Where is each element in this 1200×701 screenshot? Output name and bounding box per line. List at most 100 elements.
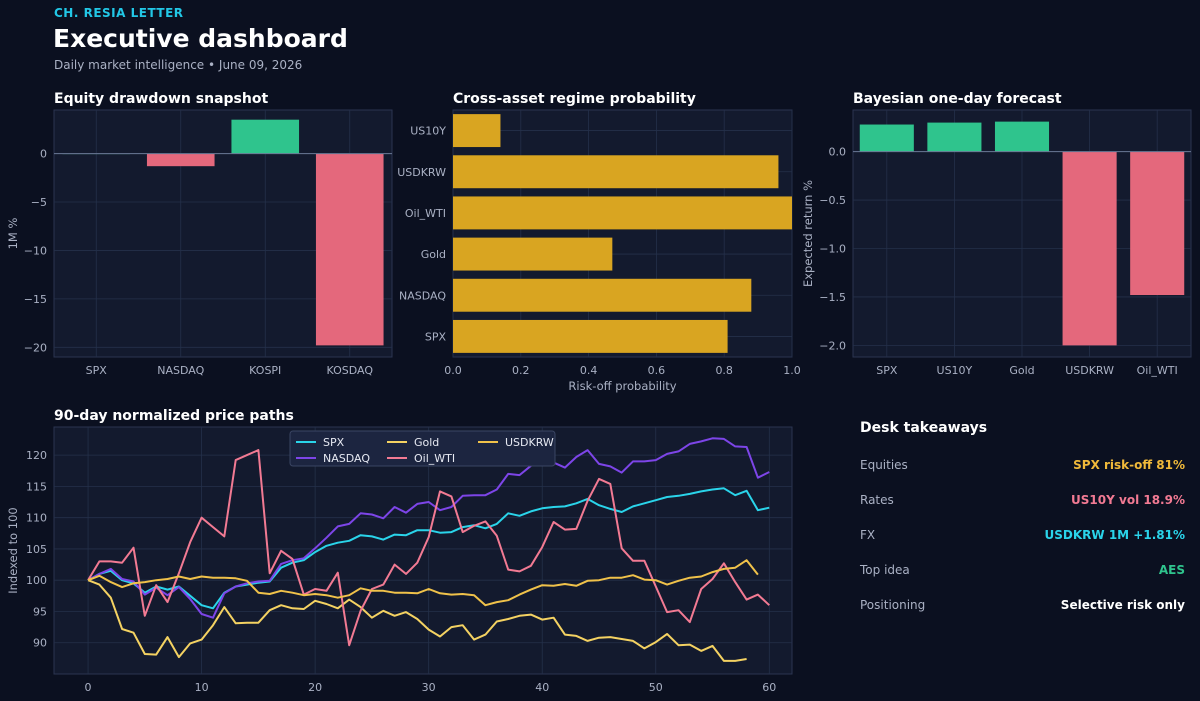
legend-label: USDKRW — [505, 436, 554, 449]
x-tick-label: 60 — [762, 681, 776, 694]
y-tick-label: 0 — [40, 148, 47, 161]
x-tick-label: 40 — [535, 681, 549, 694]
price-paths-chart: 90-day normalized price paths 0 10 20 30 40 50… — [6, 408, 793, 694]
bar-usdkrw — [1062, 151, 1117, 346]
y-tick-label: 120 — [26, 449, 47, 462]
x-tick-label: US10Y — [937, 364, 973, 377]
x-tick-label: 50 — [649, 681, 663, 694]
y-tick-label: −15 — [24, 293, 47, 306]
brand-label: CH. RESIA LETTER — [54, 6, 184, 20]
chart-title: Equity drawdown snapshot — [54, 91, 268, 107]
takeaway-value: USDKRW 1M +1.81% — [1044, 528, 1185, 542]
x-tick-label: 0.6 — [648, 364, 666, 377]
x-tick-label: 10 — [195, 681, 209, 694]
series-line-nasdaq — [87, 437, 770, 619]
bar-spx — [859, 124, 914, 152]
y-tick-label: 105 — [26, 543, 47, 556]
takeaway-row-rates: Rates US10Y vol 18.9% — [860, 493, 1185, 528]
chart-title: 90-day normalized price paths — [54, 408, 294, 424]
y-tick-label: 110 — [26, 512, 47, 525]
x-tick-label: Oil_WTI — [1137, 364, 1178, 377]
y-tick-label: 95 — [33, 605, 47, 618]
bar-spx — [453, 319, 728, 353]
y-tick-label: US10Y — [410, 125, 446, 138]
bar-gold — [994, 121, 1050, 152]
takeaway-row-top-idea: Top idea AES — [860, 563, 1185, 598]
page-title: Executive dashboard — [53, 24, 348, 53]
x-tick-label: KOSPI — [249, 364, 281, 377]
takeaway-row-fx: FX USDKRW 1M +1.81% — [860, 528, 1185, 563]
x-tick-label: Gold — [1009, 364, 1034, 377]
takeaway-label: Rates — [860, 493, 894, 507]
takeaway-label: Positioning — [860, 598, 926, 612]
x-tick-label: 0.8 — [715, 364, 733, 377]
takeaway-label: FX — [860, 528, 876, 542]
legend-label: NASDAQ — [323, 452, 370, 465]
forecast-chart: Bayesian one-day forecast 0.0 −0.5 −1.0 −1.5… — [801, 91, 1192, 377]
takeaway-value: US10Y vol 18.9% — [1071, 493, 1185, 507]
x-tick-label: 0.4 — [580, 364, 598, 377]
y-tick-label: 0.0 — [829, 146, 847, 159]
takeaway-row-equities: Equities SPX risk-off 81% — [860, 458, 1185, 493]
takeaway-value: AES — [1158, 563, 1185, 577]
y-tick-label: 90 — [33, 637, 47, 650]
x-tick-label: 1.0 — [783, 364, 801, 377]
y-tick-label: −1.5 — [819, 291, 846, 304]
bar-nasdaq — [146, 153, 215, 167]
takeaway-row-positioning: Positioning Selective risk only — [860, 598, 1185, 633]
x-tick-label: 0 — [85, 681, 92, 694]
x-tick-label: 0.0 — [444, 364, 462, 377]
y-tick-label: −0.5 — [819, 194, 846, 207]
y-tick-label: NASDAQ — [399, 289, 446, 302]
bar-kospi — [231, 119, 300, 154]
x-tick-label: SPX — [86, 364, 108, 377]
bar-gold — [453, 237, 613, 271]
x-axis-label: Risk-off probability — [568, 379, 676, 393]
plot-area — [452, 109, 793, 358]
takeaway-value: Selective risk only — [1060, 598, 1185, 612]
x-tick-label: USDKRW — [1065, 364, 1114, 377]
desk-takeaways: Desk takeaways Equities SPX risk-off 81%… — [860, 420, 1185, 633]
takeaway-label: Top idea — [860, 563, 910, 577]
y-axis-label: 1M % — [6, 218, 20, 250]
chart-title: Bayesian one-day forecast — [853, 91, 1062, 107]
x-tick-label: NASDAQ — [157, 364, 204, 377]
takeaway-label: Equities — [860, 458, 908, 472]
series-line-gold — [87, 579, 747, 662]
legend-box — [289, 430, 556, 467]
legend-label: Oil_WTI — [414, 452, 455, 465]
x-tick-label: SPX — [876, 364, 898, 377]
y-tick-label: Gold — [421, 248, 446, 261]
y-tick-label: −2.0 — [819, 339, 846, 352]
x-tick-label: 20 — [308, 681, 322, 694]
regime-chart: Cross-asset regime probability 0.0 0.2 0.4 0… — [397, 91, 801, 393]
x-tick-label: 0.2 — [512, 364, 530, 377]
bar-kosdaq — [315, 153, 384, 346]
y-tick-label: 115 — [26, 480, 47, 493]
series-line-oil_wti — [87, 449, 770, 647]
y-tick-label: USDKRW — [397, 166, 446, 179]
y-axis-label: Indexed to 100 — [6, 507, 20, 594]
takeaway-value: SPX risk-off 81% — [1073, 458, 1185, 472]
y-tick-label: −20 — [24, 341, 47, 354]
x-tick-label: KOSDAQ — [326, 364, 373, 377]
y-tick-label: −10 — [24, 244, 47, 257]
drawdown-chart: Equity drawdown snapshot 0 −5 −10 −15 −20 SPX N… — [6, 91, 393, 377]
y-tick-label: 100 — [26, 574, 47, 587]
chart-title: Cross-asset regime probability — [453, 91, 696, 107]
bar-oil_wti — [453, 196, 792, 230]
legend: SPX NASDAQ Gold Oil_WTI USDKRW — [289, 430, 556, 467]
bar-us10y — [453, 114, 501, 148]
y-tick-label: −1.0 — [819, 243, 846, 256]
legend-label: SPX — [323, 436, 345, 449]
y-axis-label: Expected return % — [801, 180, 815, 287]
bar-oil_wti — [1130, 151, 1185, 296]
page-subtitle: Daily market intelligence • June 09, 202… — [54, 58, 303, 72]
series-line-usdkrw — [87, 559, 759, 607]
legend-label: Gold — [414, 436, 439, 449]
bar-us10y — [927, 122, 982, 152]
y-tick-label: −5 — [31, 196, 47, 209]
series-line-spx — [87, 487, 770, 610]
bar-nasdaq — [453, 278, 752, 312]
takeaways-title: Desk takeaways — [860, 420, 988, 436]
